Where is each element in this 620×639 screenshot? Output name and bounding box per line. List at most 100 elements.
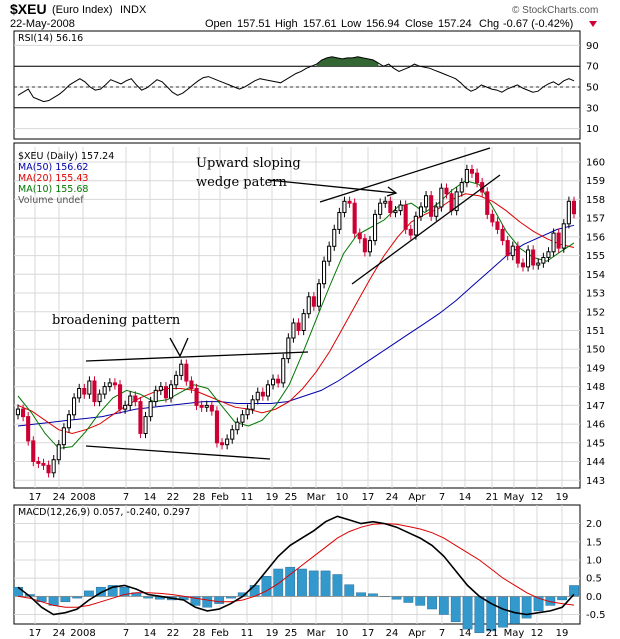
candle-body bbox=[46, 464, 51, 474]
price-tick-label: 146 bbox=[586, 420, 605, 431]
candle-body bbox=[408, 228, 413, 236]
candle-body bbox=[194, 388, 199, 406]
candle-body bbox=[398, 204, 403, 212]
macd-x-tick-label: 19 bbox=[556, 628, 569, 639]
broadening-upper-line bbox=[85, 351, 309, 362]
price-x-tick-label: Apr bbox=[408, 492, 426, 503]
candle-body bbox=[26, 416, 31, 442]
candle-body bbox=[526, 249, 531, 268]
macd-tick-label: -0.5 bbox=[586, 610, 606, 621]
macd-hist-bar bbox=[60, 596, 71, 603]
candle-body bbox=[184, 363, 189, 382]
index-name: (Euro Index) bbox=[52, 4, 113, 16]
price-x-tick-label: 21 bbox=[486, 492, 499, 503]
close-label: Close bbox=[405, 18, 433, 30]
macd-x-tick-label: Apr bbox=[408, 628, 426, 639]
macd-hist-bar bbox=[557, 596, 568, 601]
macd-x-tick-label: 19 bbox=[266, 628, 279, 639]
candle-body bbox=[281, 358, 286, 384]
open-value: 157.51 bbox=[237, 18, 271, 30]
price-x-tick-label: 28 bbox=[193, 492, 206, 503]
candle-body bbox=[393, 210, 398, 214]
candle-body bbox=[311, 296, 316, 307]
macd-hist-bar bbox=[308, 570, 319, 597]
macd-tick-label: 2.0 bbox=[586, 519, 602, 530]
candle-body bbox=[158, 386, 163, 391]
candle-body bbox=[250, 399, 255, 410]
macd-hist-bar bbox=[415, 596, 426, 606]
macd-x-tick-label: 14 bbox=[144, 628, 157, 639]
price-x-tick-label: 2008 bbox=[70, 492, 95, 503]
candle-body bbox=[301, 313, 306, 332]
macd-hist-bar bbox=[261, 576, 272, 597]
macd-x-tick-label: Mar bbox=[307, 628, 327, 639]
low-value: 156.94 bbox=[366, 18, 400, 30]
candle-body bbox=[561, 223, 566, 249]
macd-x-tick-label: 17 bbox=[362, 628, 375, 639]
candle-body bbox=[439, 187, 444, 208]
price-x-tick-label: 11 bbox=[241, 492, 254, 503]
candle-body bbox=[36, 461, 41, 464]
candle-body bbox=[56, 444, 61, 461]
price-tick-label: 158 bbox=[586, 195, 605, 206]
candle-body bbox=[230, 429, 235, 440]
candle-body bbox=[255, 391, 260, 401]
candle-body bbox=[505, 240, 510, 257]
candle-body bbox=[214, 410, 219, 444]
rsi-tick-label: 30 bbox=[586, 103, 599, 114]
macd-hist-bar bbox=[474, 596, 485, 633]
macd-hist-bar bbox=[438, 596, 449, 615]
macd-signal-line bbox=[17, 523, 575, 608]
price-x-tick-label: 25 bbox=[285, 492, 298, 503]
macd-x-tick-label: 11 bbox=[241, 628, 254, 639]
broadening-lower-line bbox=[85, 445, 271, 460]
candle-body bbox=[418, 206, 423, 217]
candle-body bbox=[128, 395, 133, 406]
ma20-line bbox=[17, 193, 575, 435]
price-x-tick-label: 14 bbox=[459, 492, 472, 503]
ma50-line bbox=[17, 224, 575, 427]
wedge-upper-line bbox=[319, 147, 491, 203]
macd-tick-label: 1.0 bbox=[586, 555, 602, 566]
macd-x-tick-label: 10 bbox=[336, 628, 349, 639]
candle-body bbox=[449, 193, 454, 212]
candle-body bbox=[163, 386, 168, 399]
candle-body bbox=[112, 382, 118, 386]
candle-body bbox=[424, 195, 429, 208]
candle-body bbox=[536, 262, 541, 266]
candle-body bbox=[291, 322, 296, 339]
price-tick-label: 149 bbox=[586, 363, 605, 374]
candle-body bbox=[77, 388, 82, 399]
candle-body bbox=[153, 389, 158, 403]
price-tick-label: 145 bbox=[586, 438, 605, 449]
macd-x-tick-label: Feb bbox=[211, 628, 229, 639]
watermark: © StockCharts.com bbox=[512, 5, 598, 16]
candle-body bbox=[102, 386, 107, 395]
candle-body bbox=[41, 462, 46, 466]
macd-hist-bar bbox=[403, 596, 414, 603]
candle-body bbox=[510, 245, 515, 257]
candle-body bbox=[169, 384, 174, 399]
macd-hist-bar bbox=[214, 596, 225, 604]
price-x-tick-label: 7 bbox=[123, 492, 129, 503]
macd-hist-bar bbox=[356, 592, 366, 597]
candle-body bbox=[337, 212, 342, 230]
price-tick-label: 153 bbox=[586, 289, 605, 300]
price-tick-label: 147 bbox=[586, 401, 605, 412]
candle-body bbox=[174, 374, 179, 386]
candle-body bbox=[566, 200, 571, 225]
price-x-tick-label: 19 bbox=[266, 492, 279, 503]
macd-hist-bar bbox=[320, 570, 331, 597]
candle-body bbox=[546, 251, 551, 258]
price-tick-label: 154 bbox=[586, 270, 605, 281]
candle-body bbox=[245, 408, 250, 416]
candle-body bbox=[179, 363, 184, 376]
macd-x-tick-label: May bbox=[504, 628, 525, 639]
candle-body bbox=[485, 191, 490, 215]
macd-hist-bar bbox=[84, 590, 94, 597]
candle-body bbox=[515, 245, 520, 264]
macd-x-tick-label: 14 bbox=[459, 628, 472, 639]
candle-body bbox=[332, 228, 337, 247]
price-tick-label: 151 bbox=[586, 326, 605, 337]
candle-body bbox=[138, 401, 143, 434]
